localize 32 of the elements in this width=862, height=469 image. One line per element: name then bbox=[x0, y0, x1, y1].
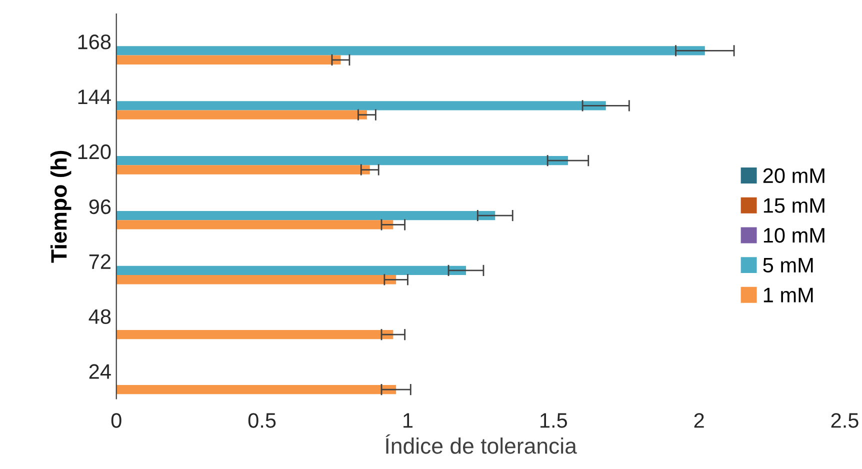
bar bbox=[116, 275, 396, 284]
bar bbox=[116, 101, 606, 110]
bar bbox=[116, 165, 370, 174]
y-tick-label: 96 bbox=[89, 199, 111, 214]
legend-label: 5 mM bbox=[763, 258, 813, 273]
bar bbox=[116, 266, 466, 276]
bar bbox=[116, 384, 396, 394]
x-tick-label: 2.5 bbox=[831, 413, 858, 428]
bar bbox=[116, 46, 705, 56]
legend-label: 20 mM bbox=[763, 168, 824, 184]
x-tick-label: 1 bbox=[404, 413, 413, 428]
y-tick-label: 24 bbox=[89, 364, 111, 379]
bar bbox=[116, 110, 367, 120]
legend-label: 10 mM bbox=[764, 228, 824, 243]
legend-label: 1 mM bbox=[764, 288, 813, 302]
bar bbox=[116, 55, 341, 64]
y-tick-label: 144 bbox=[78, 90, 111, 104]
x-axis-title: Índice de tolerancia bbox=[386, 434, 577, 454]
bar bbox=[116, 156, 568, 166]
legend-label: 15 mM bbox=[764, 198, 824, 213]
y-axis-title: Tiempo (h) bbox=[50, 150, 72, 263]
x-tick-label: 0.5 bbox=[248, 413, 276, 428]
y-tick-label: 72 bbox=[89, 254, 110, 269]
x-tick-label: 1.5 bbox=[540, 413, 568, 428]
y-tick-label: 168 bbox=[78, 34, 111, 50]
x-tick-label: 2 bbox=[694, 413, 704, 428]
bar bbox=[116, 330, 394, 340]
bar bbox=[116, 220, 394, 230]
x-tick-label: 0 bbox=[111, 413, 122, 428]
bar bbox=[116, 210, 496, 220]
y-tick-label: 120 bbox=[78, 144, 111, 160]
y-tick-label: 48 bbox=[88, 309, 111, 324]
